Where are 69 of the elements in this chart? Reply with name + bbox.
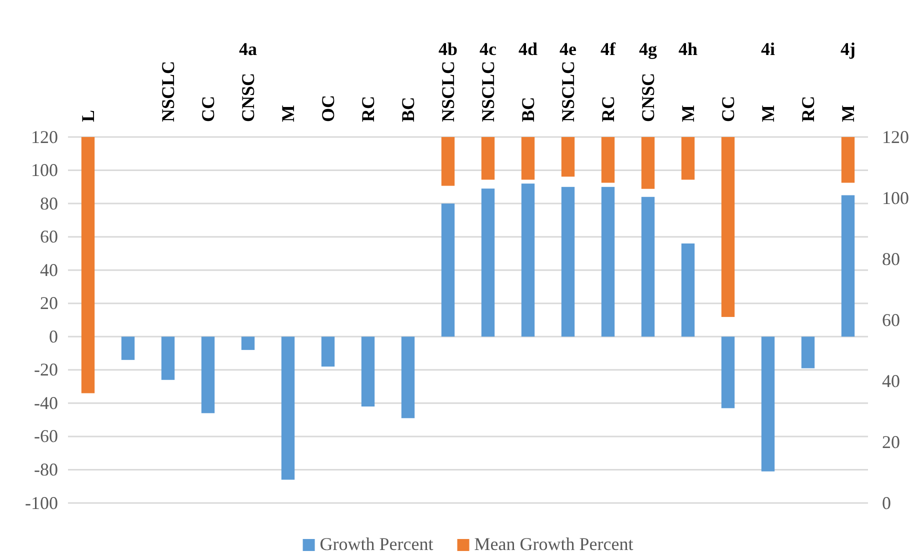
y-tick-label: 40 [40,260,58,280]
legend-label: Growth Percent [320,534,434,554]
bar [681,243,695,337]
legend-label: Mean Growth Percent [474,534,634,554]
x-tick-label: CC [198,96,218,122]
x-tick-label: CC [718,96,738,122]
x-tick-label: NSCLC [558,60,578,122]
y2-tick-label: 0 [882,492,891,513]
x-tick-label: RC [598,96,618,122]
bar [201,336,215,414]
bar [601,186,615,337]
text: 4j [840,39,856,59]
text: 4d [518,39,538,59]
y-tick-label: -20 [34,360,58,380]
x-tick-label: RC [358,96,378,122]
text: 4b [438,39,458,59]
x-tick-label: BC [398,96,418,122]
y2-tick-label: 120 [882,126,909,147]
bar [161,336,175,380]
y-tick-label: 20 [40,293,58,314]
bar [801,336,815,368]
text: 4g [639,39,657,59]
y2-tick-label: 100 [882,188,909,208]
x-tick-label: CNSC [638,72,658,122]
text: 4h [678,39,698,59]
x-tick-label: M [278,105,298,122]
text: 4c [480,39,496,59]
bar [641,196,655,337]
bar [481,188,495,337]
y-tick-label: 120 [31,126,58,147]
bar [441,204,455,337]
bar [761,336,775,472]
x-tick-label: OC [318,95,338,122]
y2-tick-label: 60 [882,310,900,330]
x-tick-label: NSCLC [158,60,178,122]
x-tick-label: NSCLC [478,60,498,122]
bar [841,195,855,337]
bar [121,336,135,360]
x-tick-label: L [78,110,98,122]
text: 4f [600,39,616,59]
y-tick-label: 80 [40,193,58,214]
x-tick-label: BC [518,96,538,122]
bar [401,336,415,418]
bar [521,184,535,337]
text: 4e [560,39,576,59]
y-tick-label: 0 [49,326,58,346]
bar [321,336,335,367]
bar [281,336,295,480]
y2-tick-label: 80 [882,248,900,269]
y2-tick-label: 40 [882,370,900,391]
text: 4a [239,39,257,59]
x-tick-label: M [838,105,858,122]
text: 4i [760,39,776,59]
x-tick-label: NSCLC [438,60,458,122]
y-tick-label: 100 [31,160,58,180]
y-tick-label: -80 [34,459,58,480]
y-tick-label: 60 [40,226,58,247]
bar [361,336,375,407]
x-tick-label: M [678,105,698,122]
y-tick-label: -100 [25,492,58,513]
y-tick-label: -40 [34,392,58,413]
y-tick-label: -60 [34,426,58,446]
x-tick-label: CNSC [238,72,258,122]
y2-tick-label: 20 [882,432,900,452]
x-tick-label: RC [798,96,818,122]
bar [241,336,255,350]
bar [721,336,735,408]
x-tick-label: M [758,105,778,122]
bar [561,186,575,337]
